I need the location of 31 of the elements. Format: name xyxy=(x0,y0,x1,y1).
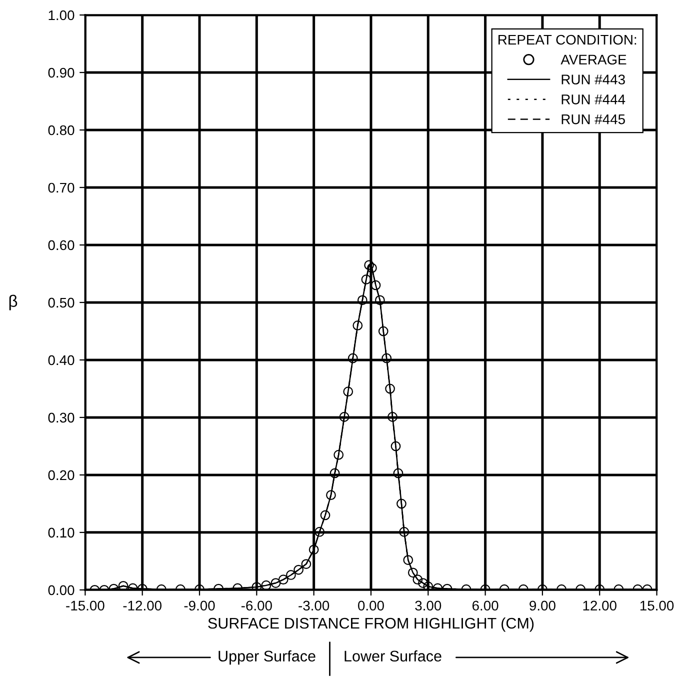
x-tick-label: -15.00 xyxy=(66,600,104,611)
x-axis-title: SURFACE DISTANCE FROM HIGHLIGHT (CM) xyxy=(208,617,534,632)
x-tick-label: 15.00 xyxy=(640,600,674,611)
x-tick-label: 9.00 xyxy=(530,600,556,611)
text: Upper Surface xyxy=(218,650,316,665)
y-tick-label: 1.00 xyxy=(48,10,74,20)
x-tick-label: -3.00 xyxy=(298,600,330,611)
legend-label: RUN #444 xyxy=(562,94,626,104)
y-tick-label: 0.20 xyxy=(48,470,74,480)
y-tick-label: 0.90 xyxy=(48,68,74,78)
y-tick-label: 0.70 xyxy=(48,182,74,193)
y-axis-title: β xyxy=(9,294,18,310)
text: Lower Surface xyxy=(344,650,442,662)
x-tick-label: 12.00 xyxy=(583,600,616,611)
x-tick-label: -6.00 xyxy=(241,600,272,611)
legend-label: RUN #445 xyxy=(562,114,625,124)
y-tick-label: 0.30 xyxy=(48,412,74,423)
y-tick-label: 0.60 xyxy=(48,240,74,250)
y-tick-label: 0.50 xyxy=(48,298,74,308)
x-tick-label: 0.00 xyxy=(358,600,384,611)
y-tick-label: 0.00 xyxy=(48,585,74,596)
y-tick-label: 0.80 xyxy=(48,125,74,136)
x-tick-label: 6.00 xyxy=(472,600,498,611)
x-tick-label: 3.00 xyxy=(415,600,442,611)
x-tick-label: -12.00 xyxy=(123,600,162,611)
legend-label: RUN #443 xyxy=(562,74,625,84)
legend-title: REPEAT CONDITION: xyxy=(498,34,636,45)
x-tick-label: -9.00 xyxy=(184,600,215,611)
legend-label: AVERAGE xyxy=(560,54,626,65)
y-tick-label: 0.10 xyxy=(48,528,74,538)
y-tick-label: 0.40 xyxy=(48,355,74,366)
